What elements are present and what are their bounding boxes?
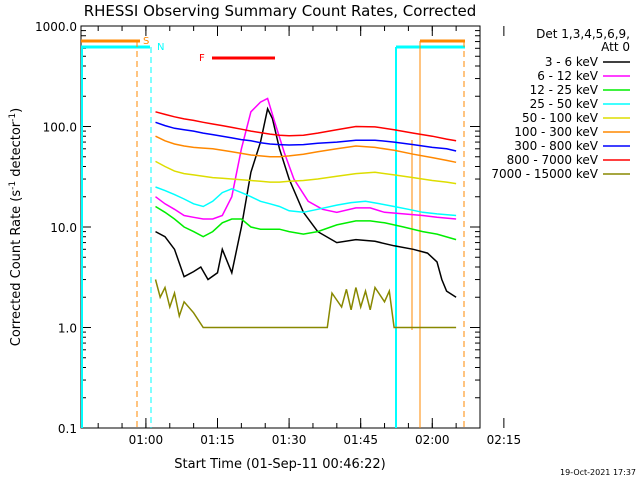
legend-label: 300 - 800 keV <box>514 139 598 153</box>
series-line-1 <box>155 97 457 220</box>
x-tick-label: 01:30 <box>272 433 307 447</box>
series-line-2 <box>155 205 457 241</box>
series-line-4 <box>155 160 457 185</box>
series-line-0 <box>155 106 457 298</box>
y-axis-label-mid: detector <box>9 121 24 181</box>
x-tick-labels: 01:00 01:15 01:30 01:45 02:00 02:15 <box>129 433 522 447</box>
legend-label: 6 - 12 keV <box>537 69 599 83</box>
series-line-5 <box>155 135 457 164</box>
x-tick-label: 02:15 <box>487 433 522 447</box>
y-axis-label-sup2: -1 <box>8 113 18 122</box>
legend-label: 100 - 300 keV <box>514 125 598 139</box>
plot-frame <box>80 25 481 429</box>
y-axis-label: Corrected Count Rate (s-1 detector-1) <box>8 108 24 346</box>
series-group <box>154 97 457 329</box>
x-axis-label: Start Time (01-Sep-11 00:46:22) <box>174 457 385 472</box>
series-line-3 <box>155 186 457 217</box>
series-line-7 <box>155 111 457 142</box>
saa-marker-label: S <box>143 36 149 47</box>
series-line-8 <box>154 279 457 329</box>
night-marker-label: N <box>157 42 164 53</box>
y-tick-label: 0.1 <box>58 422 77 436</box>
series-line-6 <box>155 121 457 152</box>
x-tick-label: 01:00 <box>129 433 164 447</box>
legend-label: 12 - 25 keV <box>530 83 599 97</box>
y-tick-labels: 1000.0 100.0 10.0 1.0 0.1 <box>35 20 77 436</box>
legend-label: 800 - 7000 keV <box>507 153 599 167</box>
chart-title: RHESSI Observing Summary Count Rates, Co… <box>84 2 477 20</box>
legend-label: 50 - 100 keV <box>522 111 599 125</box>
x-tick-label: 01:15 <box>200 433 235 447</box>
legend-header-att: Att 0 <box>601 40 630 54</box>
mode-bars: SN F <box>81 36 465 428</box>
y-axis-label-end: ) <box>9 108 24 113</box>
legend-label: 25 - 50 keV <box>530 97 599 111</box>
y-axis-label-main: Corrected Count Rate (s <box>9 190 24 347</box>
y-axis-label-sup1: -1 <box>8 181 18 190</box>
y-tick-label: 10.0 <box>50 221 77 235</box>
footer-timestamp: 19-Oct-2021 17:37 <box>560 468 636 477</box>
x-tick-label: 01:45 <box>343 433 378 447</box>
plot-area: SN F <box>80 25 505 429</box>
x-tick-label: 02:00 <box>415 433 450 447</box>
legend-label: 7000 - 15000 keV <box>491 167 598 181</box>
y-tick-label: 1.0 <box>58 322 77 336</box>
flare-marker-label: F <box>199 53 205 64</box>
y-tick-label: 100.0 <box>43 121 77 135</box>
legend-header: Det 1,3,4,5,6,9, <box>536 27 630 41</box>
legend-label: 3 - 6 keV <box>545 55 599 69</box>
y-tick-label: 1000.0 <box>35 20 77 34</box>
